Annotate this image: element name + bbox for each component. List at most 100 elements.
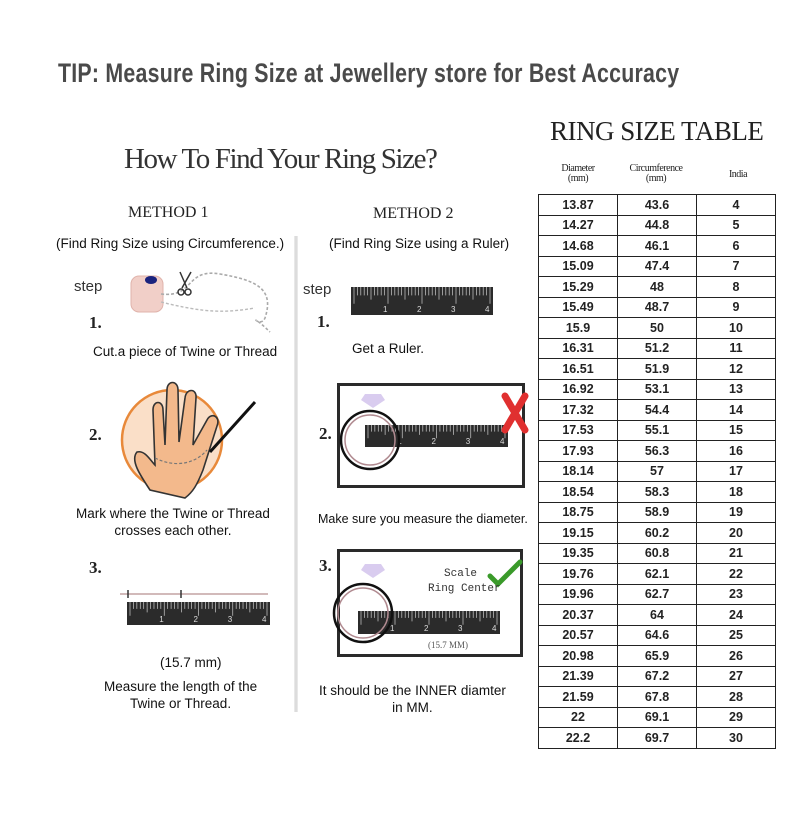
ruler-tick-label: 1 xyxy=(383,305,388,314)
cell-diameter: 18.54 xyxy=(538,481,618,503)
header-circumference: Circumference (mm) xyxy=(620,164,692,184)
cell-circumference: 69.1 xyxy=(617,706,697,728)
method1-step2-number: 2. xyxy=(89,425,102,444)
cell-circumference: 51.2 xyxy=(617,337,697,359)
cell-circumference: 51.9 xyxy=(617,358,697,380)
cell-diameter: 15.09 xyxy=(538,255,618,277)
cell-diameter: 17.93 xyxy=(538,440,618,462)
ring-correct-illustration xyxy=(332,559,523,644)
cell-circumference: 43.6 xyxy=(617,194,697,216)
table-row: 13.87 43.6 4 xyxy=(538,194,776,216)
cell-circumference: 48.7 xyxy=(617,296,697,318)
cell-india: 27 xyxy=(696,665,776,687)
cell-india: 10 xyxy=(696,317,776,339)
cell-circumference: 60.8 xyxy=(617,542,697,564)
method1-step3-number: 3. xyxy=(89,558,102,577)
cell-diameter: 14.68 xyxy=(538,235,618,257)
ruler-tick-label: 4 xyxy=(485,305,490,314)
cell-diameter: 20.57 xyxy=(538,624,618,646)
table-row: 16.51 51.9 12 xyxy=(538,358,776,380)
method1-step-label: step xyxy=(74,278,103,295)
cell-diameter: 21.39 xyxy=(538,665,618,687)
caption-line: in MM. xyxy=(392,700,433,715)
cell-diameter: 19.96 xyxy=(538,583,618,605)
cell-diameter: 16.51 xyxy=(538,358,618,380)
ruler-tick-label: 4 xyxy=(500,437,505,446)
cell-india: 22 xyxy=(696,563,776,585)
table-row: 19.35 60.8 21 xyxy=(538,542,776,564)
method2-step3-number: 3. xyxy=(319,556,332,575)
cell-india: 16 xyxy=(696,440,776,462)
cell-circumference: 64.6 xyxy=(617,624,697,646)
cell-diameter: 22.2 xyxy=(538,727,618,749)
ruler-tick-label: 2 xyxy=(194,615,199,624)
cell-circumference: 58.3 xyxy=(617,481,697,503)
table-row: 20.98 65.9 26 xyxy=(538,645,776,667)
ring-size-table: 13.87 43.6 4 14.27 44.8 5 14.68 46.1 6 15.09 47.4 7… xyxy=(538,194,776,749)
ring-center-label: Ring Center xyxy=(428,583,501,595)
cell-circumference: 57 xyxy=(617,460,697,482)
table-row: 19.76 62.1 22 xyxy=(538,563,776,585)
wrong-x-icon xyxy=(501,392,529,434)
method1-step2-caption: Mark where the Twine or Thread crosses e… xyxy=(76,505,270,539)
ruler-tick-label: 3 xyxy=(228,615,233,624)
table-row: 15.9 50 10 xyxy=(538,317,776,339)
cell-circumference: 55.1 xyxy=(617,419,697,441)
cell-india: 20 xyxy=(696,522,776,544)
cell-diameter: 15.49 xyxy=(538,296,618,318)
method2-measurement: (15.7 MM) xyxy=(428,640,468,650)
method2-subtitle: (Find Ring Size using a Ruler) xyxy=(329,236,510,251)
cell-india: 17 xyxy=(696,460,776,482)
ruler-tick-label: 2 xyxy=(424,624,429,633)
table-row: 14.68 46.1 6 xyxy=(538,235,776,257)
cell-india: 19 xyxy=(696,501,776,523)
cell-india: 5 xyxy=(696,214,776,236)
method2-step2-number: 2. xyxy=(319,424,332,443)
cell-circumference: 47.4 xyxy=(617,255,697,277)
cell-diameter: 15.9 xyxy=(538,317,618,339)
ruler-tick-label: 1 xyxy=(159,615,164,624)
cell-india: 7 xyxy=(696,255,776,277)
caption-line: crosses each other. xyxy=(114,523,232,538)
cell-diameter: 21.59 xyxy=(538,686,618,708)
cell-circumference: 50 xyxy=(617,317,697,339)
cell-india: 23 xyxy=(696,583,776,605)
cell-india: 14 xyxy=(696,399,776,421)
cell-circumference: 67.2 xyxy=(617,665,697,687)
cell-india: 18 xyxy=(696,481,776,503)
table-row: 17.53 55.1 15 xyxy=(538,419,776,441)
ruler-tick-label: 3 xyxy=(451,305,456,314)
ruler-tick-label: 4 xyxy=(262,615,267,624)
cell-circumference: 62.1 xyxy=(617,563,697,585)
cell-india: 12 xyxy=(696,358,776,380)
tip-banner: TIP: Measure Ring Size at Jewellery stor… xyxy=(58,58,680,88)
cell-india: 21 xyxy=(696,542,776,564)
table-row: 17.32 54.4 14 xyxy=(538,399,776,421)
ruler-tick-label: 2 xyxy=(432,437,437,446)
method1-step3-caption: Measure the length of the Twine or Threa… xyxy=(104,678,257,712)
table-row: 15.09 47.4 7 xyxy=(538,255,776,277)
cell-circumference: 48 xyxy=(617,276,697,298)
cell-india: 29 xyxy=(696,706,776,728)
cell-circumference: 65.9 xyxy=(617,645,697,667)
table-row: 15.49 48.7 9 xyxy=(538,296,776,318)
table-row: 18.75 58.9 19 xyxy=(538,501,776,523)
cell-circumference: 54.4 xyxy=(617,399,697,421)
table-row: 19.15 60.2 20 xyxy=(538,522,776,544)
cell-diameter: 17.32 xyxy=(538,399,618,421)
cell-india: 30 xyxy=(696,727,776,749)
ruler-tick-label: 1 xyxy=(390,624,395,633)
header-text: Circumference xyxy=(629,163,683,174)
method1-step1-number: 1. xyxy=(89,313,102,332)
caption-line: Twine or Thread. xyxy=(130,696,232,711)
cell-diameter: 16.92 xyxy=(538,378,618,400)
ruler-tick-label: 2 xyxy=(417,305,422,314)
table-row: 20.57 64.6 25 xyxy=(538,624,776,646)
table-row: 22 69.1 29 xyxy=(538,706,776,728)
cell-circumference: 58.9 xyxy=(617,501,697,523)
cell-india: 24 xyxy=(696,604,776,626)
cell-circumference: 46.1 xyxy=(617,235,697,257)
thread-spool-illustration xyxy=(130,271,271,333)
cell-india: 6 xyxy=(696,235,776,257)
table-row: 20.37 64 24 xyxy=(538,604,776,626)
